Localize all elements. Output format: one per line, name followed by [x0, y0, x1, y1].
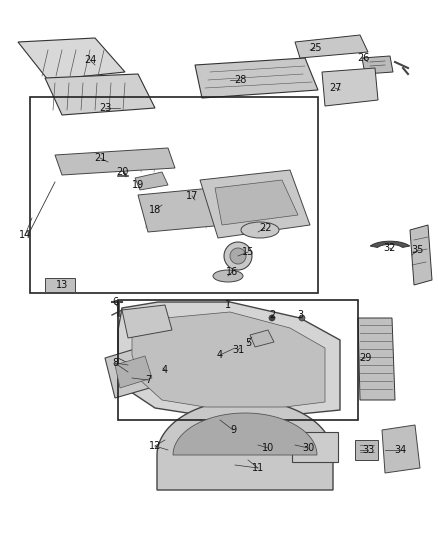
Polygon shape — [382, 425, 420, 473]
Polygon shape — [115, 356, 152, 388]
Polygon shape — [371, 241, 410, 247]
Text: 32: 32 — [384, 243, 396, 253]
Polygon shape — [292, 432, 338, 462]
Circle shape — [224, 242, 252, 270]
Text: 4: 4 — [217, 350, 223, 360]
Polygon shape — [135, 172, 168, 190]
Text: 2: 2 — [269, 310, 275, 320]
Polygon shape — [215, 180, 298, 225]
Text: 20: 20 — [116, 167, 128, 177]
Text: 16: 16 — [226, 267, 238, 277]
Text: 4: 4 — [162, 365, 168, 375]
Text: 7: 7 — [145, 375, 151, 385]
Polygon shape — [173, 413, 317, 455]
Text: 15: 15 — [242, 247, 254, 257]
Text: 24: 24 — [84, 55, 96, 65]
Text: 23: 23 — [99, 103, 111, 113]
Polygon shape — [358, 318, 395, 400]
Polygon shape — [45, 278, 75, 292]
Circle shape — [269, 315, 275, 321]
Polygon shape — [122, 305, 172, 338]
Text: 18: 18 — [149, 205, 161, 215]
Text: 22: 22 — [259, 223, 271, 233]
Text: 9: 9 — [230, 425, 236, 435]
Polygon shape — [200, 170, 310, 238]
Text: 8: 8 — [112, 358, 118, 368]
Text: 30: 30 — [302, 443, 314, 453]
Text: 11: 11 — [252, 463, 264, 473]
Polygon shape — [45, 74, 155, 115]
Polygon shape — [157, 400, 333, 490]
Text: 28: 28 — [234, 75, 246, 85]
Polygon shape — [295, 35, 368, 58]
Text: 21: 21 — [94, 153, 106, 163]
Text: 13: 13 — [56, 280, 68, 290]
Polygon shape — [362, 56, 393, 74]
Polygon shape — [322, 68, 378, 106]
Text: 1: 1 — [225, 300, 231, 310]
Text: 17: 17 — [186, 191, 198, 201]
Ellipse shape — [213, 270, 243, 282]
Text: 27: 27 — [329, 83, 341, 93]
Circle shape — [299, 315, 305, 321]
Polygon shape — [410, 225, 432, 285]
Text: 12: 12 — [149, 441, 161, 451]
Text: 19: 19 — [132, 180, 144, 190]
Text: 10: 10 — [262, 443, 274, 453]
Text: 25: 25 — [309, 43, 321, 53]
Polygon shape — [138, 188, 225, 232]
Text: 6: 6 — [112, 297, 118, 307]
Text: 34: 34 — [394, 445, 406, 455]
Polygon shape — [132, 312, 325, 407]
Text: 26: 26 — [357, 53, 369, 63]
Polygon shape — [118, 302, 340, 415]
Ellipse shape — [241, 222, 279, 238]
Polygon shape — [195, 58, 318, 98]
Polygon shape — [355, 440, 378, 460]
Text: 29: 29 — [359, 353, 371, 363]
Text: 31: 31 — [232, 345, 244, 355]
Circle shape — [230, 248, 246, 264]
Text: 35: 35 — [412, 245, 424, 255]
Polygon shape — [250, 330, 274, 347]
Text: 33: 33 — [362, 445, 374, 455]
Text: 3: 3 — [297, 310, 303, 320]
Polygon shape — [55, 148, 175, 175]
Polygon shape — [105, 345, 160, 398]
Text: 14: 14 — [19, 230, 31, 240]
Polygon shape — [18, 38, 125, 80]
Text: 5: 5 — [245, 338, 251, 348]
